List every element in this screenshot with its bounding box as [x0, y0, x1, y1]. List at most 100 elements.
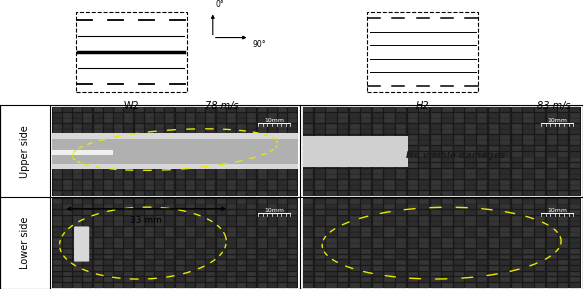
Bar [247, 238, 257, 243]
Bar [175, 255, 185, 260]
Bar [155, 227, 164, 232]
Bar [104, 152, 113, 157]
Bar [83, 210, 92, 215]
Bar [477, 210, 487, 215]
Bar [63, 185, 72, 190]
Bar [547, 277, 557, 282]
Bar [535, 113, 545, 118]
Bar [489, 185, 499, 190]
Bar [186, 249, 195, 254]
Bar [315, 118, 325, 123]
Bar [227, 227, 236, 232]
Bar [278, 232, 287, 237]
Bar [124, 129, 134, 134]
Bar [465, 174, 476, 179]
Bar [547, 113, 557, 118]
Bar [419, 124, 429, 129]
Bar [268, 216, 277, 221]
Bar [338, 146, 348, 151]
Bar [431, 204, 441, 209]
Bar [512, 216, 522, 221]
Bar [206, 152, 215, 157]
Bar [408, 140, 418, 145]
Bar [52, 210, 62, 215]
Bar [175, 266, 185, 271]
Bar [500, 146, 511, 151]
Bar [83, 232, 92, 237]
Bar [303, 283, 314, 288]
Bar [547, 227, 557, 232]
Bar [361, 140, 371, 145]
Bar [500, 216, 511, 221]
Bar [145, 135, 154, 140]
Bar [52, 266, 62, 271]
Bar [442, 283, 452, 288]
Bar [288, 266, 297, 271]
Bar [396, 140, 406, 145]
Bar [512, 249, 522, 254]
Bar [570, 118, 580, 123]
Bar [338, 199, 348, 203]
Bar [373, 140, 383, 145]
Bar [326, 260, 336, 265]
Bar [63, 255, 72, 260]
Bar [186, 227, 195, 232]
Bar [477, 255, 487, 260]
Bar [135, 152, 143, 157]
Bar [73, 191, 82, 196]
Bar [338, 227, 348, 232]
Bar [547, 146, 557, 151]
Bar [373, 277, 383, 282]
Bar [165, 210, 174, 215]
Bar [288, 216, 297, 221]
Bar [247, 266, 257, 271]
Bar [512, 277, 522, 282]
Bar [570, 180, 580, 185]
Bar [216, 204, 226, 209]
Bar [155, 255, 164, 260]
Bar [114, 146, 123, 151]
Bar [524, 255, 533, 260]
Bar [408, 107, 418, 112]
Bar [442, 163, 452, 168]
Bar [419, 216, 429, 221]
Bar [63, 216, 72, 221]
Bar [442, 158, 452, 162]
Bar [73, 113, 82, 118]
Bar [73, 180, 82, 185]
Bar [465, 260, 476, 265]
Bar [408, 260, 418, 265]
Bar [288, 232, 297, 237]
Bar [175, 210, 185, 215]
Bar [206, 129, 215, 134]
Bar [524, 238, 533, 243]
Bar [408, 210, 418, 215]
Bar [227, 158, 236, 162]
Bar [165, 174, 174, 179]
Bar [155, 163, 164, 168]
Bar [442, 113, 452, 118]
Bar [558, 152, 568, 157]
Bar [524, 260, 533, 265]
Bar [350, 163, 360, 168]
Bar [114, 185, 123, 190]
Bar [104, 174, 113, 179]
Bar [465, 277, 476, 282]
Bar [350, 283, 360, 288]
Bar [216, 163, 226, 168]
Bar [165, 204, 174, 209]
Bar [524, 163, 533, 168]
Bar [535, 277, 545, 282]
Bar [303, 136, 408, 166]
Bar [258, 283, 266, 288]
Bar [73, 277, 82, 282]
Bar [350, 199, 360, 203]
Bar [408, 199, 418, 203]
Bar [477, 272, 487, 277]
Bar [247, 255, 257, 260]
Bar [104, 113, 113, 118]
Bar [247, 124, 257, 129]
Bar [206, 199, 215, 203]
Text: Upper side: Upper side [20, 125, 30, 178]
Bar [512, 232, 522, 237]
